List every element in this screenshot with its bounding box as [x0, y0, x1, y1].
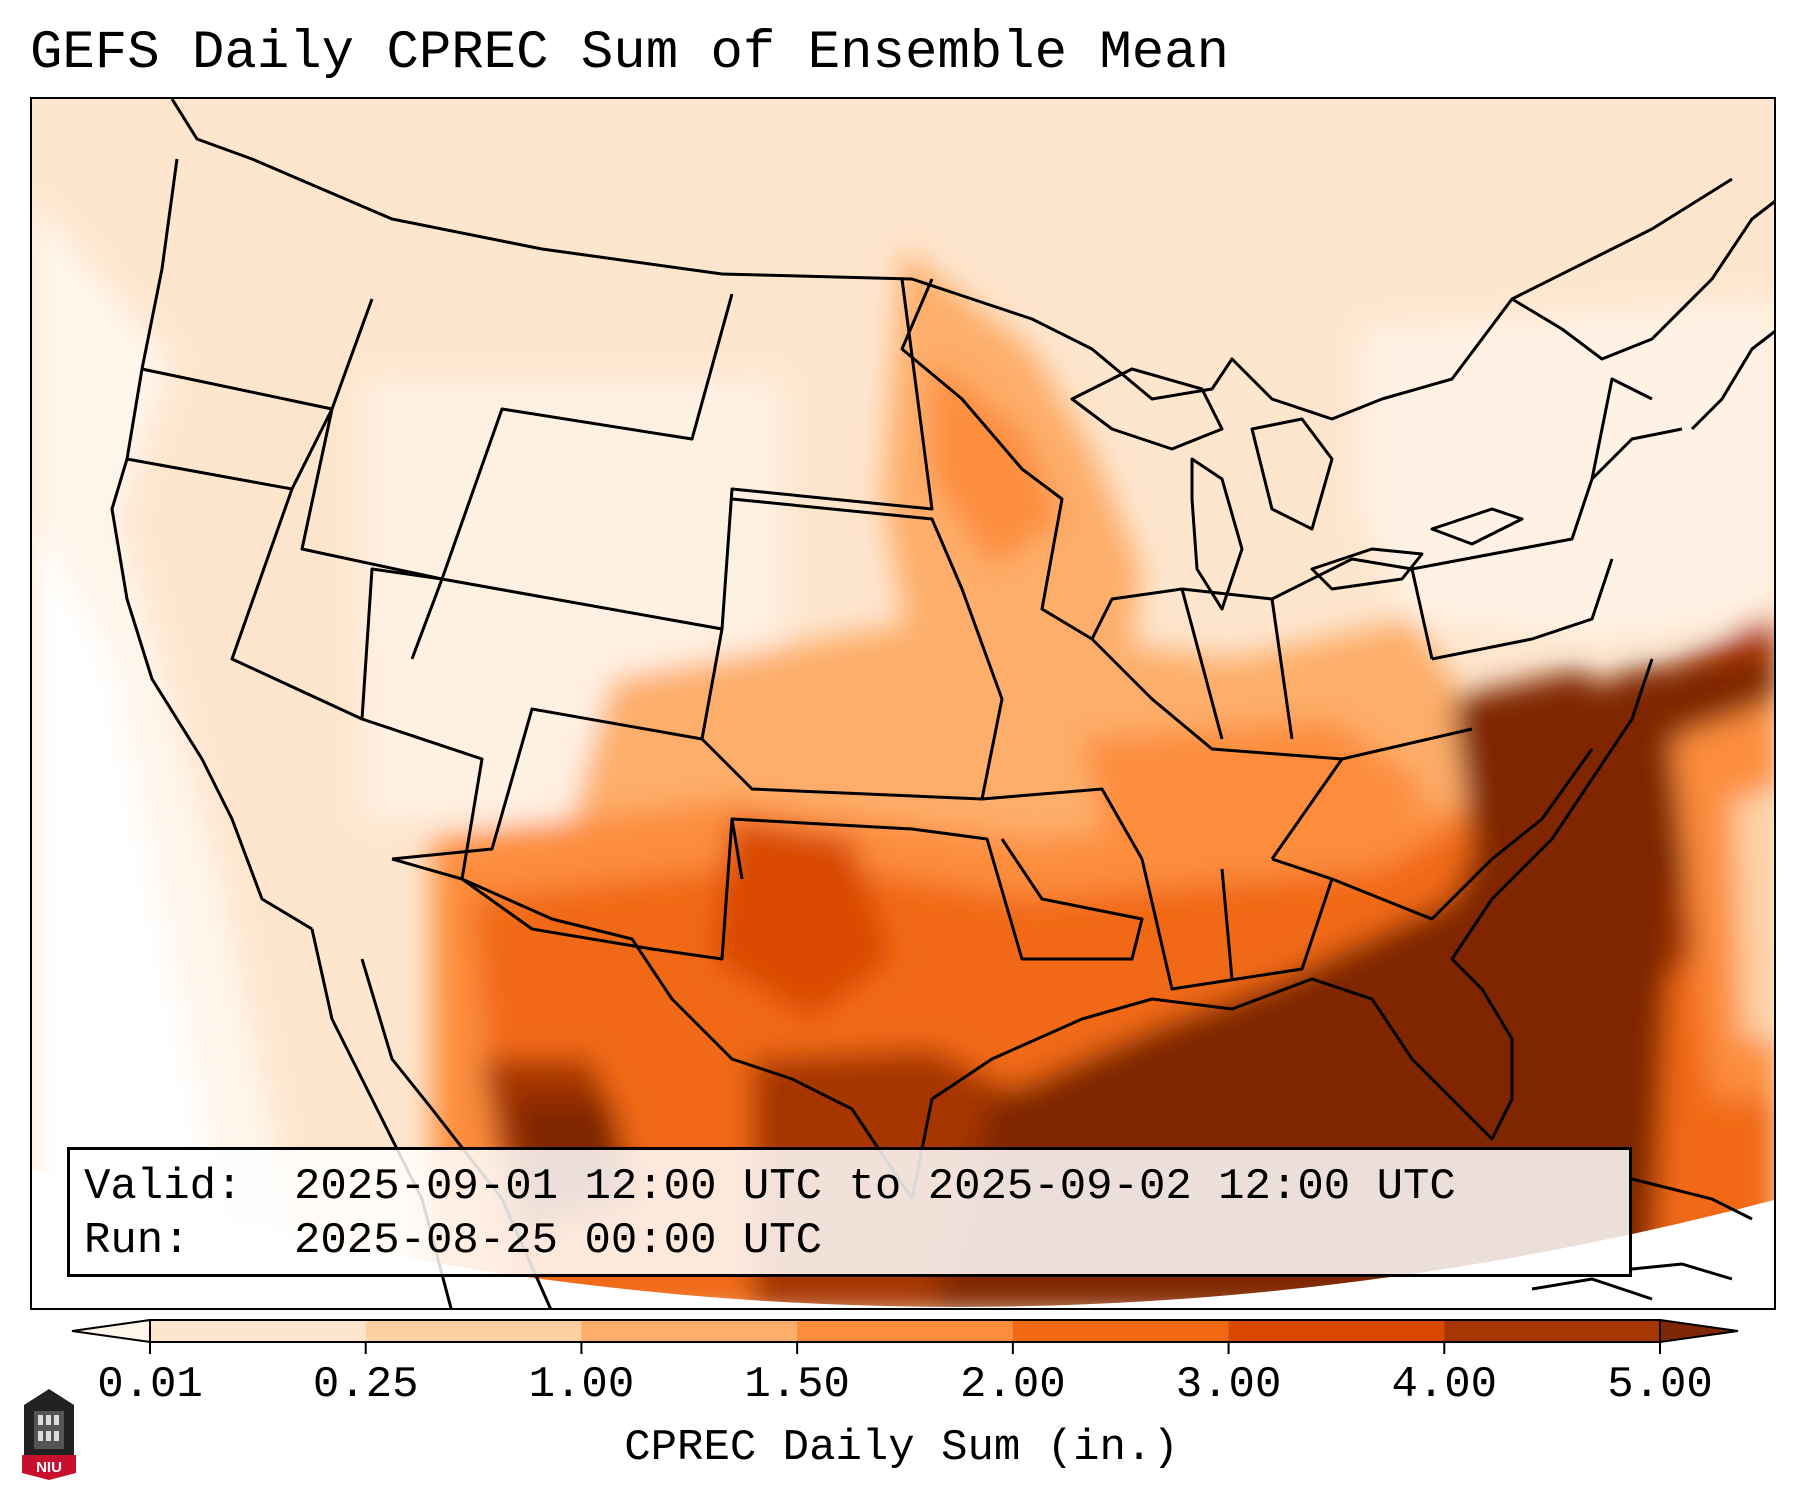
map-panel [30, 97, 1776, 1310]
run-info-box: Valid: 2025-09-01 12:00 UTC to 2025-09-02… [67, 1147, 1632, 1277]
colorbar-segment [797, 1320, 1014, 1342]
colorbar-tick-label: 4.00 [1391, 1360, 1498, 1410]
precip-map [32, 99, 1774, 1308]
colorbar-segment [365, 1320, 582, 1342]
colorbar-segment [1228, 1320, 1445, 1342]
colorbar-label: CPREC Daily Sum (in.) [624, 1423, 1179, 1473]
colorbar-segment [1012, 1320, 1230, 1342]
valid-line: Valid: 2025-09-01 12:00 UTC to 2025-09-02… [84, 1160, 1615, 1214]
colorbar-segment [1444, 1320, 1661, 1342]
niu-logo-text: NIU [36, 1459, 62, 1476]
colorbar-over-arrow [1659, 1318, 1739, 1344]
colorbar-segment [581, 1320, 798, 1342]
run-value: 2025-08-25 00:00 UTC [294, 1216, 823, 1266]
colorbar-tick-label: 5.00 [1607, 1360, 1713, 1410]
colorbar-tick-label: 0.25 [312, 1360, 419, 1410]
colorbar-segment [150, 1320, 367, 1342]
colorbar-tick-label: 3.00 [1175, 1360, 1282, 1410]
niu-logo: NIU [22, 1389, 76, 1480]
colorbar-tick-label: 1.50 [744, 1360, 850, 1410]
valid-label: Valid: [84, 1162, 243, 1212]
run-label: Run: [84, 1216, 190, 1266]
run-line: Run: 2025-08-25 00:00 UTC [84, 1214, 1615, 1268]
colorbar-tick-label: 2.00 [960, 1360, 1066, 1410]
chart-title: GEFS Daily CPREC Sum of Ensemble Mean [30, 23, 1229, 84]
colorbar [71, 1318, 1739, 1354]
colorbar-tick-label: 0.01 [97, 1360, 203, 1410]
colorbar-under-arrow [71, 1318, 151, 1344]
colorbar-tick-label: 1.00 [528, 1360, 635, 1410]
valid-value: 2025-09-01 12:00 UTC to 2025-09-02 12:00… [294, 1162, 1456, 1212]
